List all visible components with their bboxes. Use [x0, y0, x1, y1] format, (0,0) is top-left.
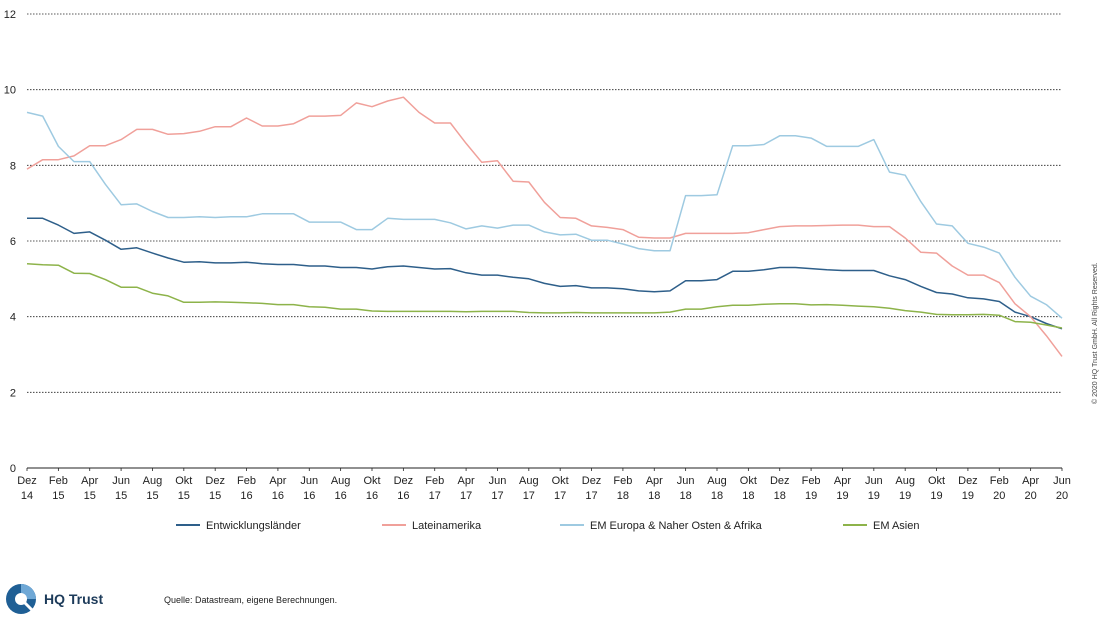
y-tick-label: 6 — [10, 236, 16, 248]
x-tick-label-month: Feb — [237, 475, 256, 487]
x-tick-label-month: Jun — [1053, 475, 1071, 487]
legend-label: Entwicklungsländer — [206, 520, 301, 532]
x-tick-label-month: Dez — [958, 475, 978, 487]
x-tick-label-month: Apr — [1022, 475, 1039, 487]
x-tick-label-month: Okt — [552, 475, 569, 487]
x-tick-label-month: Okt — [363, 475, 380, 487]
x-tick-label-month: Feb — [49, 475, 68, 487]
series-line-1 — [27, 217, 1063, 330]
x-tick-label-year: 18 — [774, 490, 786, 502]
x-tick-label-year: 16 — [397, 490, 409, 502]
brand-name: HQ Trust — [44, 591, 104, 607]
hq-trust-logo-icon — [6, 584, 36, 614]
x-tick-label-month: Apr — [646, 475, 663, 487]
x-tick-label-month: Dez — [394, 475, 414, 487]
x-tick-label-year: 17 — [523, 490, 535, 502]
y-tick-label: 8 — [10, 160, 16, 172]
x-tick-label-month: Jun — [300, 475, 318, 487]
x-tick-label-month: Aug — [895, 475, 915, 487]
x-tick-label-year: 19 — [805, 490, 817, 502]
x-tick-label-year: 17 — [554, 490, 566, 502]
y-axis: 0 2 4 6 8 10 12 — [4, 9, 16, 475]
copyright-note: © 2020 HQ Trust GmbH. All Rights Reserve… — [1091, 262, 1099, 404]
gridlines — [27, 13, 1062, 469]
x-tick-label-year: 20 — [993, 490, 1005, 502]
x-tick-label-year: 18 — [680, 490, 692, 502]
x-tick-label-year: 15 — [178, 490, 190, 502]
x-tick-label-month: Jun — [865, 475, 883, 487]
x-tick-label-month: Feb — [990, 475, 1009, 487]
y-tick-label: 4 — [10, 312, 16, 324]
x-tick-label-month: Okt — [928, 475, 945, 487]
x-tick-label-month: Apr — [834, 475, 851, 487]
x-axis: Dez 14 Feb 15 Apr 15 Jun 15 Aug 15 Okt 15 Dez 15 Feb 16… — [17, 468, 1071, 502]
series-line-4 — [26, 262, 1063, 329]
x-tick-label-year: 15 — [209, 490, 221, 502]
x-tick-label-month: Jun — [677, 475, 695, 487]
x-tick-label-year: 16 — [335, 490, 347, 502]
legend-item: Entwicklungsländer — [176, 520, 301, 532]
x-tick-label-year: 16 — [366, 490, 378, 502]
x-tick-label-year: 18 — [617, 490, 629, 502]
x-tick-label-month: Feb — [425, 475, 444, 487]
x-tick-label-year: 18 — [711, 490, 723, 502]
x-tick-label-month: Dez — [582, 475, 602, 487]
x-tick-label-year: 18 — [742, 490, 754, 502]
x-tick-label-year: 17 — [429, 490, 441, 502]
x-tick-label-year: 17 — [491, 490, 503, 502]
y-tick-label: 10 — [4, 85, 16, 97]
x-tick-label-year: 17 — [460, 490, 472, 502]
x-tick-label-month: Aug — [143, 475, 163, 487]
x-tick-label-year: 19 — [868, 490, 880, 502]
legend-item: EM Asien — [843, 520, 919, 532]
legend-item: Lateinamerika — [382, 520, 482, 532]
x-tick-label-month: Aug — [519, 475, 539, 487]
x-tick-label-year: 16 — [272, 490, 284, 502]
x-tick-label-month: Jun — [112, 475, 130, 487]
x-tick-label-year: 19 — [836, 490, 848, 502]
x-tick-label-month: Apr — [81, 475, 98, 487]
legend: Entwicklungsländer Lateinamerika EM Europa… — [176, 520, 919, 532]
x-tick-label-year: 15 — [146, 490, 158, 502]
x-tick-label-year: 18 — [648, 490, 660, 502]
x-tick-label-month: Apr — [269, 475, 286, 487]
x-tick-label-year: 19 — [962, 490, 974, 502]
x-tick-label-year: 19 — [930, 490, 942, 502]
y-tick-label: 2 — [10, 387, 16, 399]
x-tick-label-year: 19 — [899, 490, 911, 502]
brand-logo: HQ Trust — [4, 582, 103, 616]
x-tick-label-month: Dez — [17, 475, 37, 487]
legend-label: EM Asien — [873, 520, 919, 532]
series-line-2 — [26, 96, 1063, 357]
x-tick-label-year: 14 — [21, 490, 33, 502]
x-tick-label-month: Dez — [770, 475, 790, 487]
series-line-3 — [26, 111, 1063, 319]
x-tick-label-year: 16 — [240, 490, 252, 502]
legend-label: EM Europa & Naher Osten & Afrika — [590, 520, 763, 532]
x-tick-label-month: Feb — [613, 475, 632, 487]
y-tick-label: 12 — [4, 9, 16, 21]
x-tick-label-year: 15 — [115, 490, 127, 502]
source-note: Quelle: Datastream, eigene Berechnungen. — [164, 595, 338, 605]
x-tick-label-month: Okt — [175, 475, 192, 487]
x-tick-label-year: 16 — [303, 490, 315, 502]
legend-item: EM Europa & Naher Osten & Afrika — [560, 520, 763, 532]
series-lines — [26, 96, 1063, 357]
x-tick-label-month: Jun — [489, 475, 507, 487]
legend-label: Lateinamerika — [412, 520, 482, 532]
x-tick-label-year: 20 — [1025, 490, 1037, 502]
x-tick-label-month: Dez — [205, 475, 225, 487]
x-tick-label-month: Aug — [331, 475, 351, 487]
x-tick-label-month: Feb — [802, 475, 821, 487]
x-tick-label-month: Aug — [707, 475, 727, 487]
x-tick-label-year: 15 — [84, 490, 96, 502]
x-tick-label-year: 17 — [585, 490, 597, 502]
x-tick-label-year: 15 — [52, 490, 64, 502]
y-tick-label: 0 — [10, 463, 16, 475]
x-tick-label-year: 20 — [1056, 490, 1068, 502]
x-tick-label-month: Okt — [740, 475, 757, 487]
x-tick-label-month: Apr — [458, 475, 475, 487]
